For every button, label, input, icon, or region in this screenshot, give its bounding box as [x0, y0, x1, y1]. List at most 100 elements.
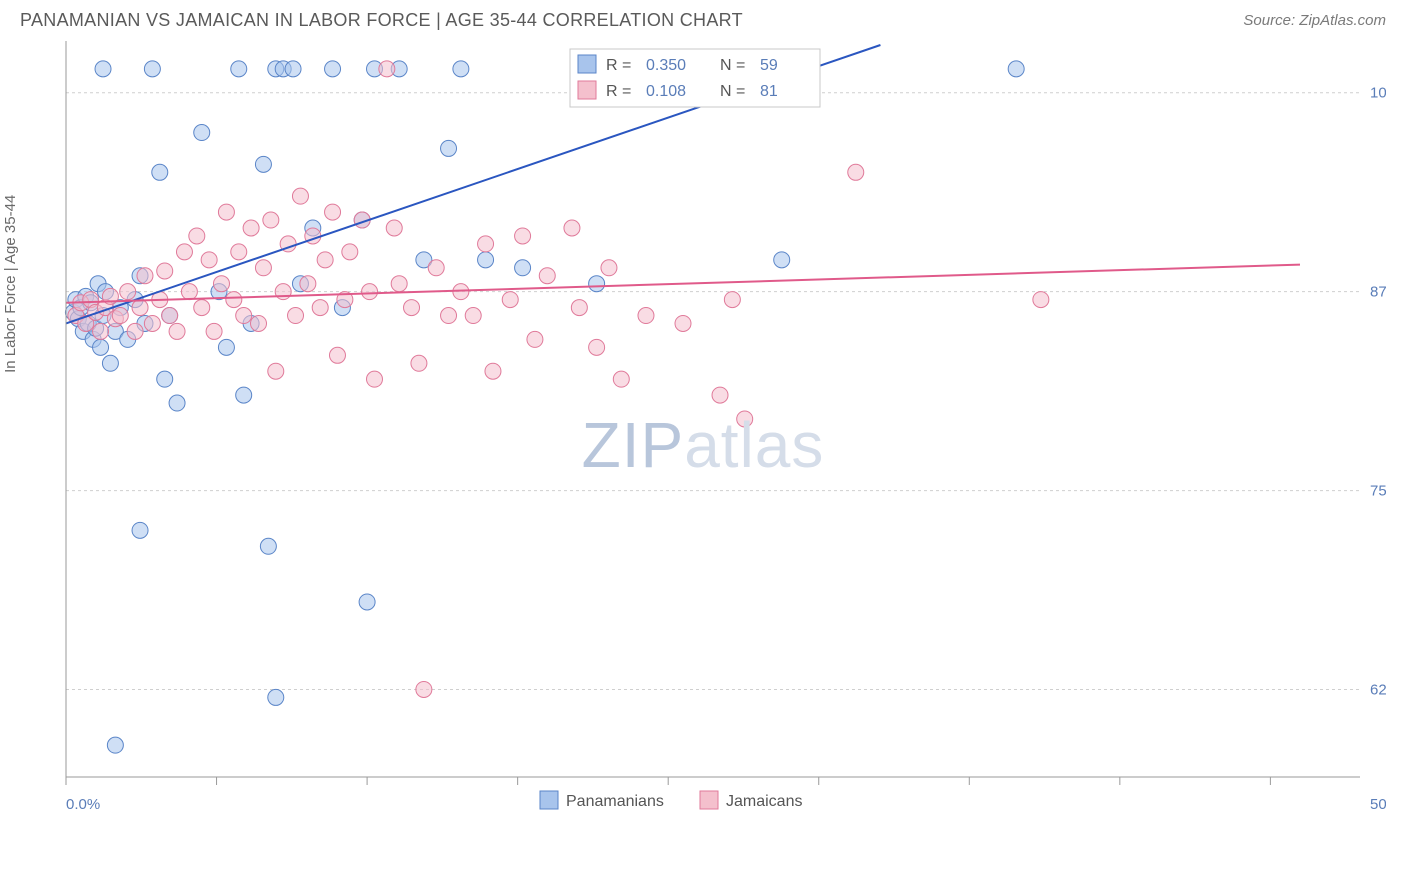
- data-point: [120, 284, 136, 300]
- svg-text:50.0%: 50.0%: [1370, 796, 1386, 813]
- legend-n-value: 81: [760, 83, 778, 100]
- data-point: [485, 363, 501, 379]
- data-point: [132, 522, 148, 538]
- legend-r-label: R =: [606, 83, 631, 100]
- data-point: [194, 300, 210, 316]
- data-point: [441, 140, 457, 156]
- chart-title: PANAMANIAN VS JAMAICAN IN LABOR FORCE | …: [20, 10, 743, 31]
- data-point: [231, 61, 247, 77]
- data-point: [774, 252, 790, 268]
- data-point: [502, 292, 518, 308]
- data-point: [515, 228, 531, 244]
- source-prefix: Source:: [1243, 12, 1299, 29]
- data-point: [268, 363, 284, 379]
- legend-n-label: N =: [720, 83, 745, 100]
- bottom-legend-label: Panamanians: [566, 793, 664, 810]
- data-point: [391, 276, 407, 292]
- legend-r-value: 0.350: [646, 57, 686, 74]
- data-point: [453, 61, 469, 77]
- data-point: [218, 339, 234, 355]
- data-point: [144, 315, 160, 331]
- data-point: [263, 212, 279, 228]
- data-point: [285, 61, 301, 77]
- legend-n-label: N =: [720, 57, 745, 74]
- trend-line: [66, 265, 1300, 303]
- data-point: [132, 300, 148, 316]
- svg-text:87.5%: 87.5%: [1370, 284, 1386, 301]
- data-point: [255, 260, 271, 276]
- data-point: [107, 737, 123, 753]
- data-point: [1033, 292, 1049, 308]
- data-point: [93, 339, 109, 355]
- svg-text:62.5%: 62.5%: [1370, 681, 1386, 698]
- data-point: [218, 204, 234, 220]
- data-point: [275, 284, 291, 300]
- legend-r-label: R =: [606, 57, 631, 74]
- data-point: [127, 323, 143, 339]
- data-point: [194, 125, 210, 141]
- data-point: [638, 308, 654, 324]
- scatter-chart: 62.5% 75.0% 87.5% 100.0% 0.0% 50.0% R = 0.350 N …: [20, 37, 1386, 887]
- svg-text:75.0%: 75.0%: [1370, 483, 1386, 500]
- data-point: [201, 252, 217, 268]
- bottom-legend-label: Jamaicans: [726, 793, 802, 810]
- data-point: [712, 387, 728, 403]
- data-point: [213, 276, 229, 292]
- data-point: [157, 263, 173, 279]
- data-point: [379, 61, 395, 77]
- data-point: [411, 355, 427, 371]
- data-point: [231, 244, 247, 260]
- data-point: [359, 594, 375, 610]
- data-point: [589, 276, 605, 292]
- data-point: [93, 323, 109, 339]
- data-point: [329, 347, 345, 363]
- chart-container: In Labor Force | Age 35-44 62.5%75.0%87.…: [20, 37, 1386, 887]
- data-point: [189, 228, 205, 244]
- data-point: [416, 681, 432, 697]
- data-point: [181, 284, 197, 300]
- data-point: [441, 308, 457, 324]
- data-point: [152, 164, 168, 180]
- data-point: [292, 188, 308, 204]
- data-point: [428, 260, 444, 276]
- data-point: [300, 276, 316, 292]
- data-point: [255, 156, 271, 172]
- data-point: [317, 252, 333, 268]
- data-point: [724, 292, 740, 308]
- bottom-legend-swatch: [540, 791, 558, 809]
- data-point: [465, 308, 481, 324]
- data-point: [176, 244, 192, 260]
- data-point: [367, 371, 383, 387]
- data-point: [1008, 61, 1024, 77]
- data-point: [386, 220, 402, 236]
- data-point: [527, 331, 543, 347]
- data-point: [95, 61, 111, 77]
- data-point: [137, 268, 153, 284]
- legend-swatch: [578, 55, 596, 73]
- data-point: [169, 395, 185, 411]
- data-point: [848, 164, 864, 180]
- svg-text:0.0%: 0.0%: [66, 796, 100, 813]
- data-point: [515, 260, 531, 276]
- data-point: [342, 244, 358, 260]
- data-point: [478, 236, 494, 252]
- legend-n-value: 59: [760, 57, 778, 74]
- data-point: [675, 315, 691, 331]
- data-point: [613, 371, 629, 387]
- data-point: [539, 268, 555, 284]
- data-point: [236, 387, 252, 403]
- legend-r-value: 0.108: [646, 83, 686, 100]
- data-point: [112, 308, 128, 324]
- data-point: [325, 204, 341, 220]
- source-name: ZipAtlas.com: [1299, 12, 1386, 29]
- data-point: [478, 252, 494, 268]
- data-point: [268, 689, 284, 705]
- data-point: [243, 220, 259, 236]
- data-point: [404, 300, 420, 316]
- data-point: [236, 308, 252, 324]
- svg-text:100.0%: 100.0%: [1370, 85, 1386, 102]
- data-point: [288, 308, 304, 324]
- source-label: Source: ZipAtlas.com: [1243, 12, 1386, 29]
- data-point: [312, 300, 328, 316]
- data-point: [157, 371, 173, 387]
